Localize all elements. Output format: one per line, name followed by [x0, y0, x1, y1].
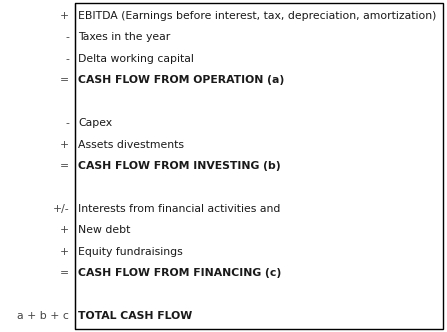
Text: CASH FLOW FROM INVESTING (b): CASH FLOW FROM INVESTING (b) — [78, 161, 281, 171]
Text: CASH FLOW FROM FINANCING (c): CASH FLOW FROM FINANCING (c) — [78, 268, 282, 278]
Text: Interests from financial activities and: Interests from financial activities and — [78, 204, 281, 214]
Text: Taxes in the year: Taxes in the year — [78, 32, 170, 42]
Text: Assets divestments: Assets divestments — [78, 139, 184, 149]
Text: EBITDA (Earnings before interest, tax, depreciation, amortization): EBITDA (Earnings before interest, tax, d… — [78, 11, 437, 21]
Text: =: = — [60, 75, 69, 85]
Text: +: + — [60, 11, 69, 21]
Text: Capex: Capex — [78, 118, 112, 128]
Text: +: + — [60, 247, 69, 257]
Text: Equity fundraisings: Equity fundraisings — [78, 247, 183, 257]
Text: =: = — [60, 161, 69, 171]
Text: Delta working capital: Delta working capital — [78, 54, 194, 64]
Text: TOTAL CASH FLOW: TOTAL CASH FLOW — [78, 311, 193, 321]
Text: +: + — [60, 139, 69, 149]
Text: CASH FLOW FROM OPERATION (a): CASH FLOW FROM OPERATION (a) — [78, 75, 284, 85]
Text: a + b + c: a + b + c — [17, 311, 69, 321]
Text: New debt: New debt — [78, 225, 131, 235]
Text: +/-: +/- — [53, 204, 69, 214]
Text: =: = — [60, 268, 69, 278]
Text: +: + — [60, 225, 69, 235]
FancyBboxPatch shape — [75, 3, 443, 329]
Text: -: - — [65, 118, 69, 128]
Text: -: - — [65, 54, 69, 64]
Text: -: - — [65, 32, 69, 42]
